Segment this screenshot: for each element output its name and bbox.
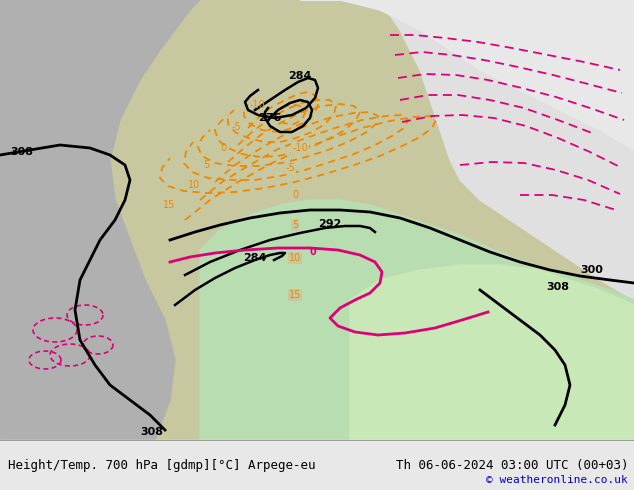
Text: -10: -10: [250, 100, 266, 110]
Text: 308: 308: [140, 427, 163, 437]
Text: Th 06-06-2024 03:00 UTC (00+03): Th 06-06-2024 03:00 UTC (00+03): [396, 459, 628, 471]
Polygon shape: [300, 0, 634, 150]
Text: 0: 0: [220, 143, 226, 153]
Text: 308: 308: [10, 147, 33, 157]
Text: -10: -10: [292, 143, 308, 153]
Text: 284: 284: [243, 253, 267, 263]
Text: 5: 5: [292, 220, 298, 230]
Bar: [0, 440, 634, 490]
Text: -5: -5: [285, 163, 295, 173]
Text: 0: 0: [292, 190, 298, 200]
Text: 5: 5: [203, 160, 209, 170]
Text: 0: 0: [310, 247, 317, 257]
Polygon shape: [350, 265, 634, 440]
Text: 308: 308: [547, 282, 569, 292]
Text: 284: 284: [288, 71, 312, 81]
Polygon shape: [380, 0, 634, 300]
Polygon shape: [0, 0, 200, 440]
Text: © weatheronline.co.uk: © weatheronline.co.uk: [486, 475, 628, 485]
Text: 10: 10: [289, 253, 301, 263]
Text: 15: 15: [289, 290, 301, 300]
Text: 292: 292: [318, 219, 342, 229]
Text: Height/Temp. 700 hPa [gdmp][°C] Arpege-eu: Height/Temp. 700 hPa [gdmp][°C] Arpege-e…: [8, 459, 316, 471]
Text: 15: 15: [163, 200, 176, 210]
Text: -5: -5: [232, 122, 242, 132]
Polygon shape: [200, 200, 634, 440]
Text: 10: 10: [188, 180, 200, 190]
Text: 276: 276: [258, 113, 281, 123]
Text: 300: 300: [580, 265, 603, 275]
